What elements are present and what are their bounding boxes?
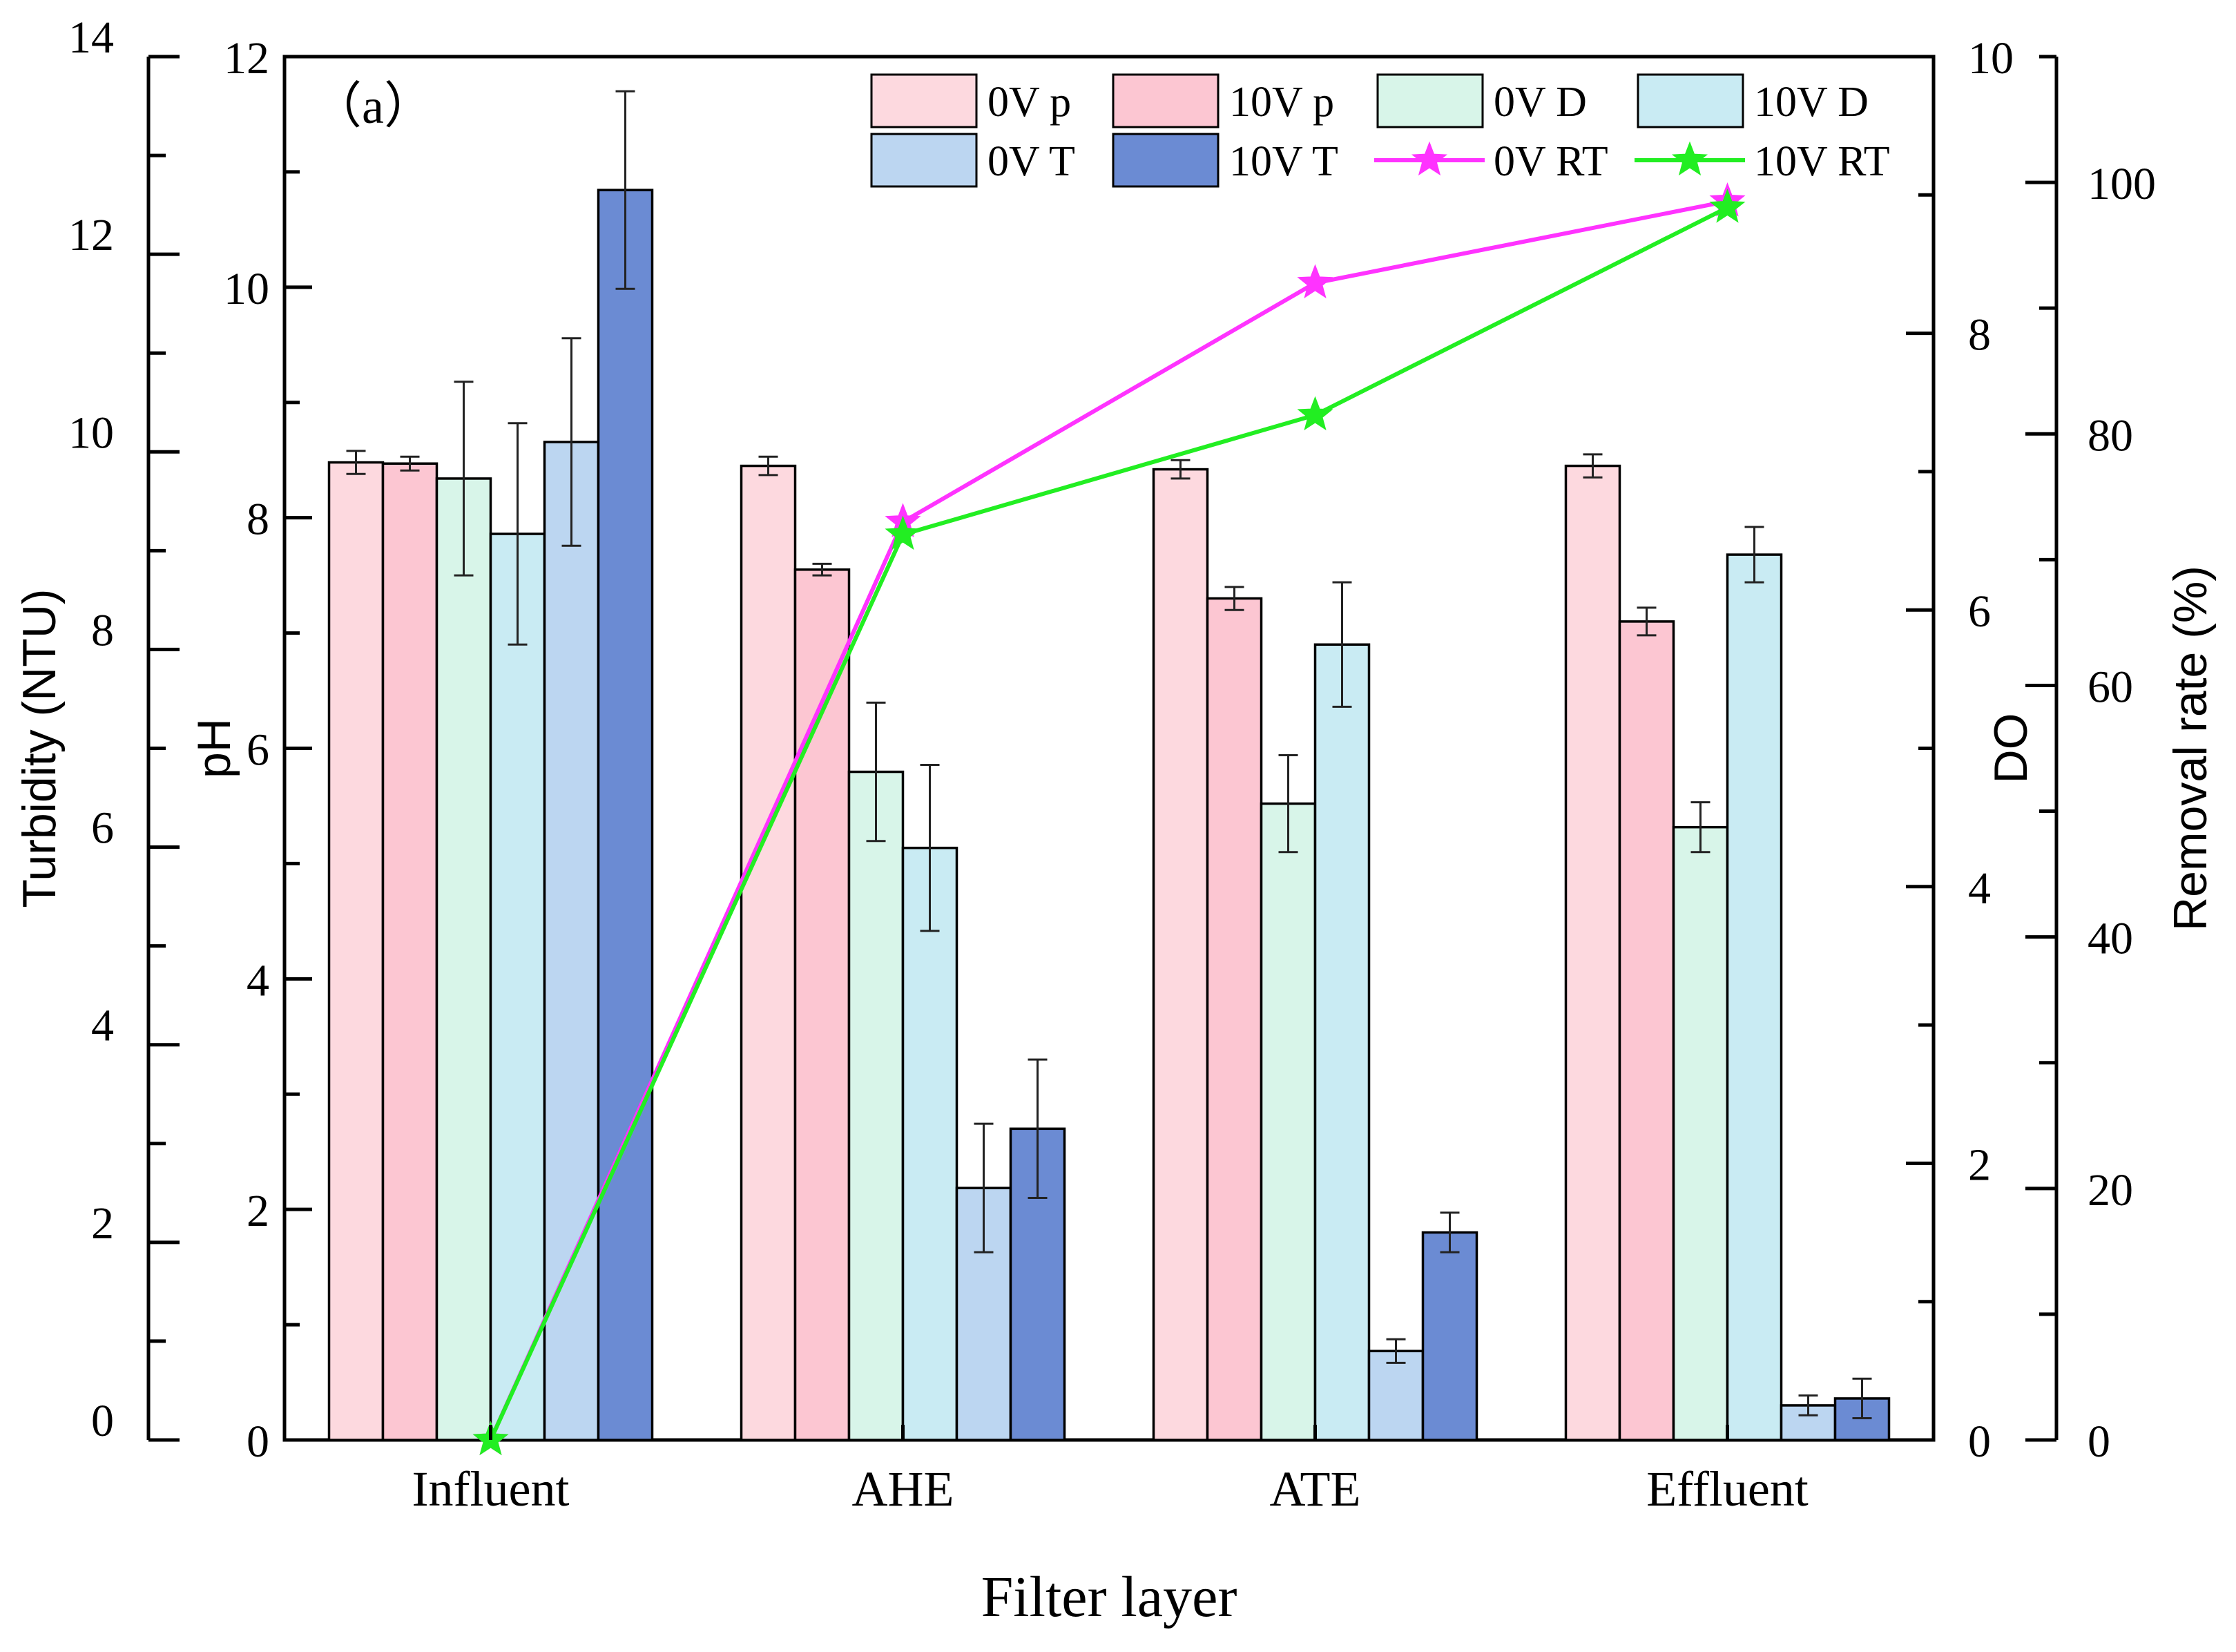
line-10v-rt	[488, 205, 1728, 1441]
turbidity-tick-label: 4	[91, 1001, 114, 1051]
do-tick-label: 8	[1968, 310, 1991, 361]
do-axis-title: DO	[1985, 713, 2037, 784]
x-tick-label: ATE	[1270, 1461, 1361, 1517]
bar-0v-d	[435, 477, 492, 1441]
removal-tick-label: 0	[2088, 1416, 2110, 1467]
line-marker	[1297, 396, 1333, 431]
line-0v-rt	[488, 199, 1728, 1441]
bar-10v-p	[1618, 620, 1675, 1441]
bar-0v-p	[1564, 464, 1621, 1441]
bar-0v-d	[1260, 802, 1317, 1441]
bar-10v-p	[381, 462, 438, 1441]
legend-label: 10V p	[1229, 79, 1334, 126]
x-tick-label: AHE	[852, 1461, 954, 1517]
legend-label: 0V T	[987, 138, 1075, 185]
bar-10v-p	[1206, 597, 1263, 1441]
bar-0v-p	[1152, 468, 1209, 1441]
x-tick-label: Effluent	[1646, 1461, 1809, 1517]
ph-tick-label: 12	[224, 33, 269, 84]
bar-0v-t	[1367, 1350, 1425, 1441]
ph-axis-title: pH	[188, 718, 240, 778]
turbidity-tick-label: 12	[68, 210, 114, 260]
ph-tick-label: 4	[247, 955, 269, 1006]
removal-tick-label: 40	[2088, 914, 2133, 964]
turbidity-tick-label: 6	[91, 803, 114, 854]
legend-label: 0V RT	[1494, 138, 1608, 185]
bar-10v-d	[489, 532, 546, 1441]
do-tick-label: 10	[1968, 33, 2014, 84]
ph-tick-label: 6	[247, 725, 269, 776]
ph-tick-label: 8	[247, 494, 269, 545]
bar-0v-d	[1672, 825, 1729, 1441]
x-axis-title: Filter layer	[981, 1565, 1237, 1629]
turbidity-tick-label: 2	[91, 1198, 114, 1249]
removal-tick-label: 20	[2088, 1165, 2133, 1216]
x-tick-label: Influent	[412, 1461, 570, 1517]
bar-10v-d	[901, 846, 958, 1441]
legend: 0V p 10V p 0V D 10V D 0V T 10V T 0V RT 10V RT	[870, 73, 1890, 188]
turbidity-tick-label: 14	[68, 12, 114, 63]
turbidity-tick-label: 0	[91, 1396, 114, 1446]
removal-tick-label: 60	[2088, 662, 2133, 712]
ph-tick-label: 2	[247, 1186, 269, 1236]
bars	[327, 90, 1891, 1441]
removal-axis-title: Removal rate (%)	[2164, 566, 2217, 931]
line-marker	[1297, 264, 1333, 298]
line-marker	[885, 515, 921, 550]
bar-10v-t	[1421, 1231, 1478, 1441]
legend-marker	[1411, 141, 1448, 176]
removal-lines	[472, 182, 1746, 1456]
bar-0v-p	[740, 464, 797, 1441]
ph-tick-label: 10	[224, 264, 269, 314]
bar-10v-d	[1726, 553, 1783, 1441]
bar-0v-d	[847, 770, 905, 1441]
legend-swatch	[1112, 73, 1220, 128]
turbidity-axis-title: Turbidity (NTU)	[13, 588, 66, 907]
legend-marker	[1671, 141, 1708, 176]
legend-swatch	[1376, 73, 1484, 128]
legend-swatch	[870, 133, 978, 188]
bar-0v-t	[543, 441, 600, 1441]
removal-tick-label: 80	[2088, 410, 2133, 461]
legend-swatch	[870, 73, 978, 128]
do-tick-label: 4	[1968, 863, 1991, 914]
bar-0v-p	[327, 461, 385, 1441]
legend-swatch	[1637, 73, 1744, 128]
legend-label: 0V D	[1494, 79, 1587, 126]
legend-label: 10V T	[1229, 138, 1338, 185]
legend-swatch	[1112, 133, 1220, 188]
panel-label: （a）	[312, 79, 434, 134]
turbidity-tick-label: 10	[68, 407, 114, 458]
ph-tick-label: 0	[247, 1416, 269, 1467]
bar-10v-t	[597, 189, 654, 1441]
removal-tick-label: 100	[2088, 159, 2156, 209]
do-tick-label: 2	[1968, 1140, 1991, 1190]
legend-label: 10V RT	[1754, 138, 1890, 185]
turbidity-tick-label: 8	[91, 605, 114, 655]
bar-10v-d	[1313, 643, 1371, 1441]
axes: Influent AHE ATE Effluent 0 2 4 6 8 10 12 14 Turbidi…	[13, 12, 2217, 1517]
legend-label: 0V p	[987, 79, 1071, 126]
do-tick-label: 0	[1968, 1416, 1991, 1467]
legend-label: 10V D	[1754, 79, 1869, 126]
do-tick-label: 6	[1968, 586, 1991, 637]
line-marker	[1709, 189, 1746, 223]
